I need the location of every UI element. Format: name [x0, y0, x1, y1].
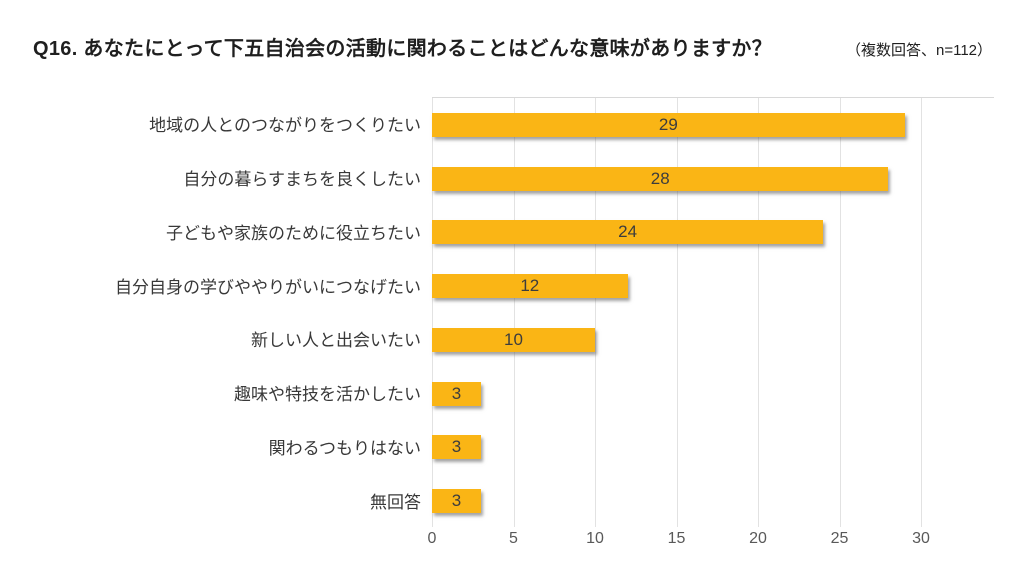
sample-size-note: （複数回答、n=112）: [846, 42, 993, 59]
bar: 3: [432, 381, 481, 406]
category-label: 趣味や特技を活かしたい: [234, 385, 421, 405]
category-label: 子どもや家族のために役立ちたい: [166, 223, 421, 243]
bar-row: 12: [432, 259, 994, 313]
bar-row: 10: [432, 313, 994, 367]
bar-row: 28: [432, 152, 994, 206]
bar-row: 3: [432, 474, 994, 528]
gridline-x-30: [921, 98, 922, 527]
bar-chart: 地域の人とのつながりをつくりたい自分の暮らすまちを良くしたい子どもや家族のために…: [0, 97, 994, 547]
x-axis-tick-label: 10: [586, 530, 604, 547]
x-axis-tick-label: 0: [427, 530, 437, 547]
chart-title: Q16. あなたにとって下五自治会の活動に関わることはどんな意味がありますか？: [33, 38, 773, 60]
bar: 28: [432, 166, 889, 191]
gridline-x-0: [432, 98, 433, 527]
bar-value-label: 10: [504, 329, 523, 349]
plot-area: 29 28 24 12 10 3 3 3: [432, 97, 994, 527]
category-label: 自分自身の学びややりがいにつなげたい: [115, 277, 421, 297]
bar: 10: [432, 327, 595, 352]
bar-value-label: 3: [451, 491, 462, 511]
bar: 12: [432, 274, 628, 299]
x-axis-tick-label: 20: [749, 530, 767, 547]
x-axis-tick-label: 15: [667, 530, 686, 547]
category-label: 地域の人とのつながりをつくりたい: [149, 116, 421, 136]
category-axis: 地域の人とのつながりをつくりたい自分の暮らすまちを良くしたい子どもや家族のために…: [0, 97, 421, 527]
gridline-x-25: [839, 98, 841, 527]
category-label: 新しい人と出会いたい: [251, 331, 421, 351]
bar: 3: [432, 435, 481, 460]
bar-value-label: 29: [658, 114, 678, 134]
gridline-x-10: [595, 98, 596, 527]
x-axis-tick-label: 5: [509, 530, 518, 547]
category-label: 自分の暮らすまちを良くしたい: [183, 170, 421, 190]
bar-value-label: 3: [451, 383, 462, 403]
bar-row: 24: [432, 206, 994, 260]
gridline-x-20: [758, 98, 759, 527]
gridline-x-15: [676, 98, 678, 527]
bar-value-label: 3: [451, 437, 462, 457]
category-label: 関わるつもりはない: [268, 438, 421, 458]
x-axis-tick-label: 25: [830, 530, 849, 547]
category-label: 無回答: [370, 492, 421, 512]
bar-value-label: 28: [650, 168, 670, 188]
gridline-x-5: [513, 98, 515, 527]
x-axis-tick-label: 30: [912, 530, 930, 547]
bar-row: 29: [432, 98, 994, 152]
bar-value-label: 12: [520, 276, 540, 296]
bar: 29: [432, 112, 905, 137]
bar-value-label: 24: [618, 222, 638, 242]
bar-row: 3: [432, 367, 994, 421]
bar: 3: [432, 489, 481, 514]
x-axis: 0 5 10 15 20 25 30: [428, 530, 994, 552]
bar: 24: [432, 220, 824, 245]
bar-row: 3: [432, 421, 994, 475]
